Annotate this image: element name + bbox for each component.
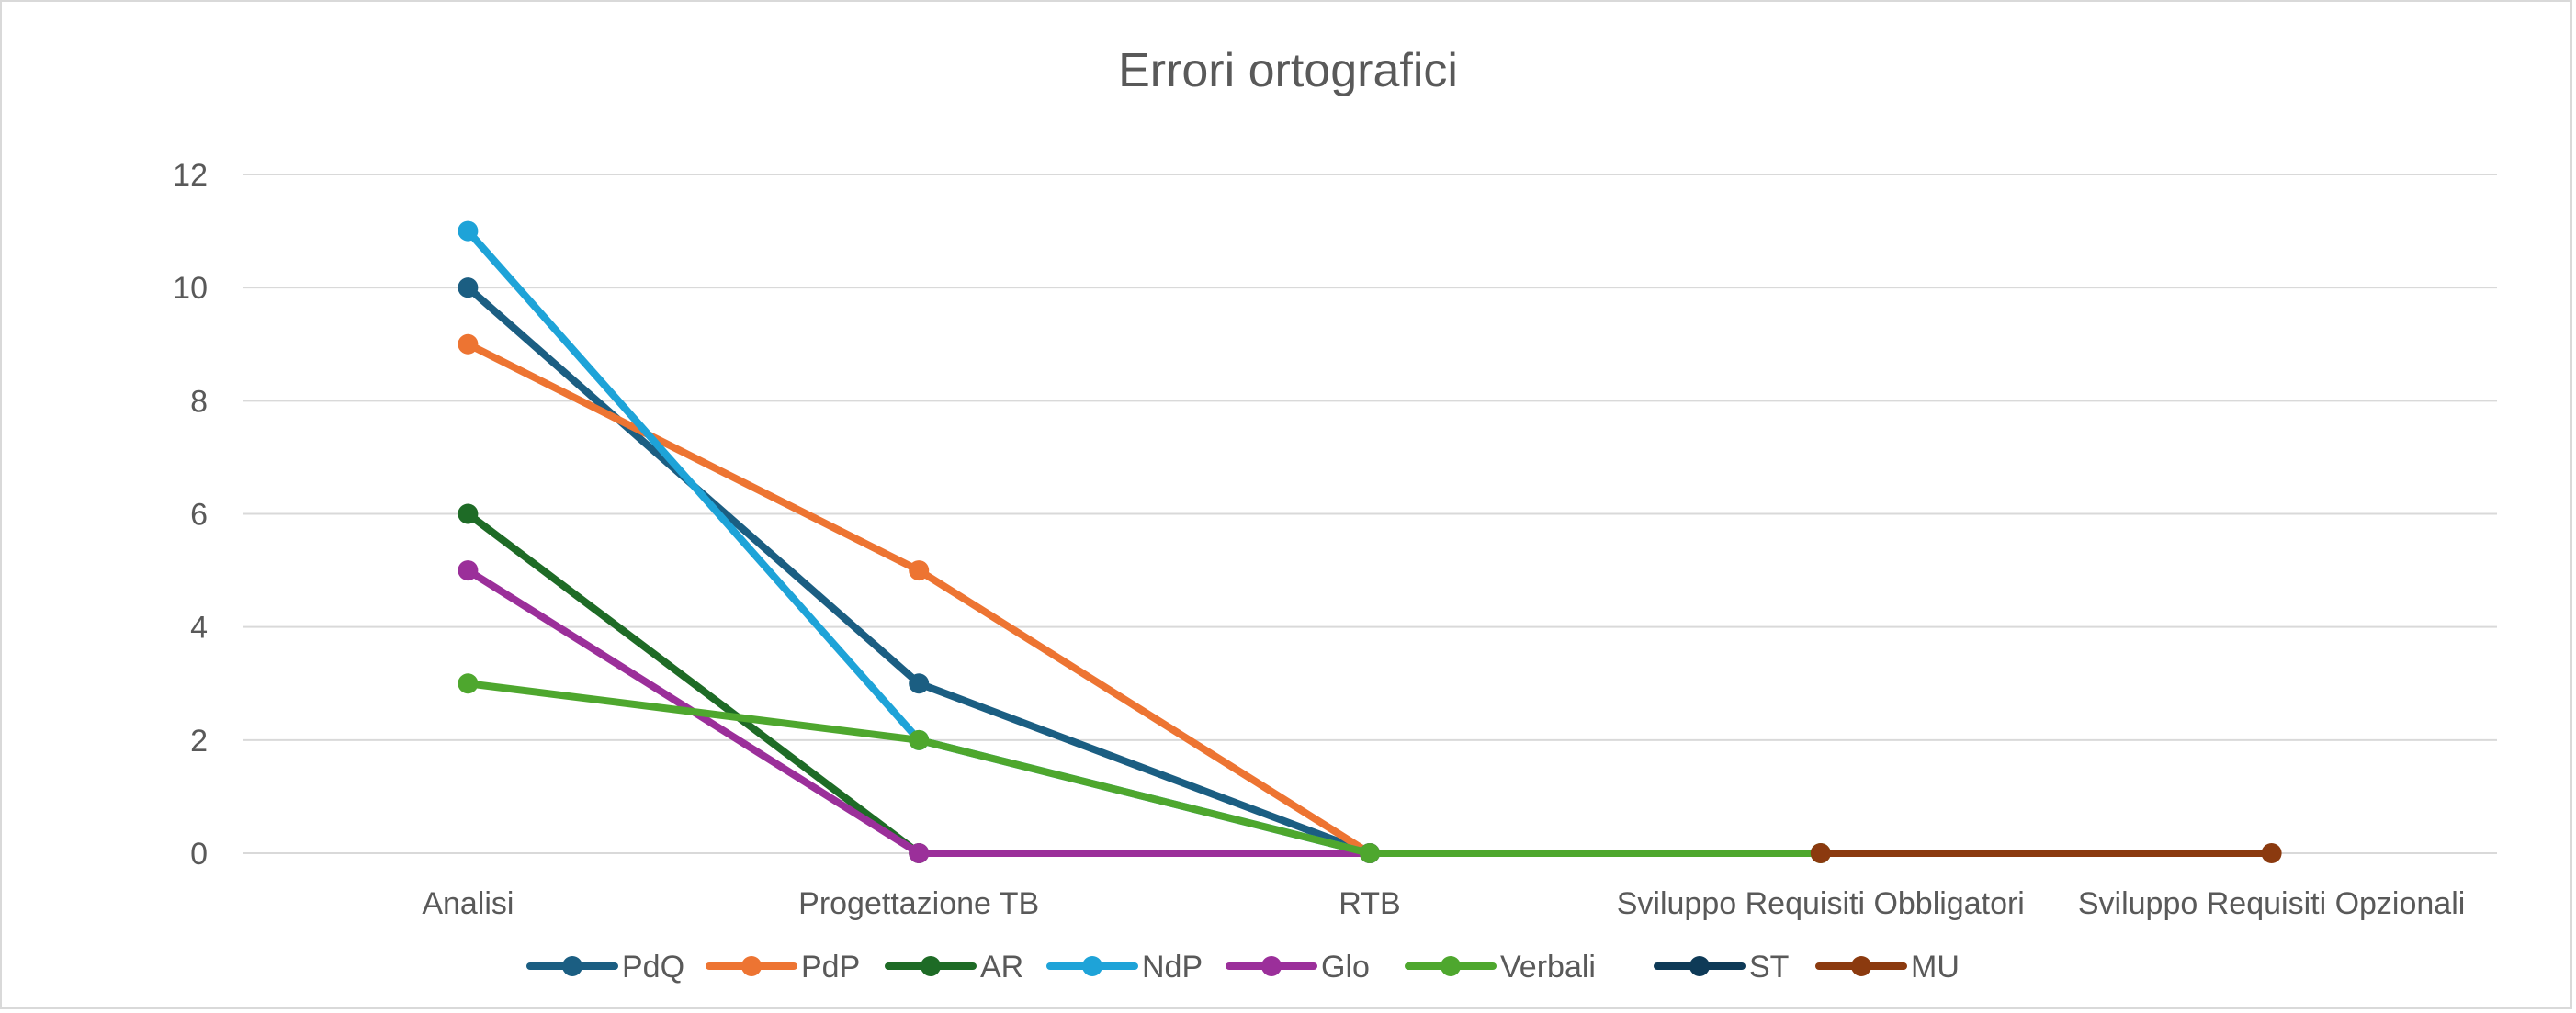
data-point: [2261, 843, 2282, 863]
data-point: [909, 673, 930, 694]
legend-swatch-marker: [741, 956, 762, 976]
legend-label: MU: [1911, 950, 1960, 985]
y-tick-label: 8: [190, 384, 208, 419]
x-axis-ticks: Analisi Progettazione TB RTB Sviluppo Requi…: [422, 886, 2465, 921]
y-tick-label: 6: [190, 498, 208, 533]
y-axis-ticks: 0 2 4 6 8 10 12: [173, 158, 208, 872]
x-tick-label: RTB: [1339, 886, 1400, 921]
chart-title: Errori ortografici: [1118, 44, 1458, 97]
legend-swatch-marker: [1851, 956, 1871, 976]
data-point: [1810, 843, 1831, 863]
x-tick-label: Sviluppo Requisiti Obbligatori: [1617, 886, 2025, 921]
data-point: [458, 503, 479, 524]
y-tick-label: 0: [190, 837, 208, 872]
y-tick-label: 2: [190, 724, 208, 759]
legend-label: AR: [980, 950, 1023, 985]
series-ndp: [458, 220, 1380, 863]
data-point: [909, 843, 930, 863]
data-point: [909, 560, 930, 581]
legend: PdQ PdP AR NdP Glo Verbali ST MU: [526, 950, 1960, 985]
series-line: [464, 227, 1373, 857]
data-point: [458, 673, 479, 694]
series-line: [464, 680, 1825, 857]
y-tick-label: 12: [173, 158, 208, 193]
data-point: [458, 560, 479, 581]
y-tick-label: 10: [173, 271, 208, 306]
legend-item: MU: [1815, 950, 1960, 985]
legend-item: Glo: [1226, 950, 1370, 985]
x-tick-label: Analisi: [422, 886, 514, 921]
x-tick-label: Sviluppo Requisiti Opzionali: [2078, 886, 2465, 921]
legend-label: Glo: [1321, 950, 1370, 985]
data-point: [458, 277, 479, 298]
series-line: [464, 340, 1373, 857]
legend-swatch-marker: [1082, 956, 1102, 976]
legend-item: NdP: [1046, 950, 1203, 985]
legend-label: NdP: [1142, 950, 1203, 985]
legend-label: Verbali: [1500, 950, 1596, 985]
series-lines: [458, 220, 2282, 863]
legend-swatch-marker: [1689, 956, 1710, 976]
legend-swatch-marker: [1441, 956, 1461, 976]
legend-label: PdP: [801, 950, 860, 985]
series-pdp: [458, 333, 1380, 863]
legend-label: PdQ: [622, 950, 684, 985]
data-point: [458, 220, 479, 242]
data-point: [458, 333, 479, 355]
legend-item: AR: [885, 950, 1023, 985]
legend-item: ST: [1654, 950, 1789, 985]
data-point: [909, 729, 930, 750]
legend-item: Verbali: [1405, 950, 1596, 985]
y-tick-label: 4: [190, 611, 208, 646]
gridlines: [243, 174, 2497, 854]
legend-item: PdP: [706, 950, 860, 985]
series-mu: [1810, 843, 2282, 863]
legend-item: PdQ: [526, 950, 684, 985]
legend-swatch-marker: [921, 956, 941, 976]
x-tick-label: Progettazione TB: [798, 886, 1039, 921]
data-point: [1360, 843, 1380, 863]
legend-label: ST: [1749, 950, 1789, 985]
legend-swatch-marker: [562, 956, 582, 976]
legend-swatch-marker: [1261, 956, 1282, 976]
